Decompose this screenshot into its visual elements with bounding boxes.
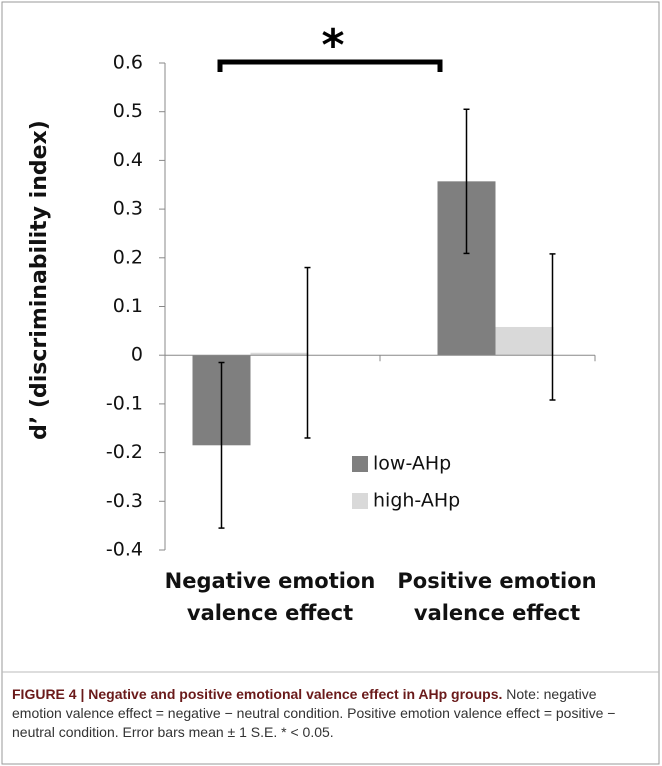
caption: FIGURE 4 | Negative and positive emotion… xyxy=(12,685,642,742)
error-bar xyxy=(304,266,311,439)
y-tick-label: 0.2 xyxy=(113,246,143,268)
error-bar xyxy=(218,361,225,529)
significance-star: * xyxy=(321,20,344,71)
y-tick-label: -0.1 xyxy=(106,392,143,414)
y-tick-label: -0.3 xyxy=(106,490,143,512)
y-tick-label: 0.6 xyxy=(113,52,143,74)
caption-title: FIGURE 4 | Negative and positive emotion… xyxy=(12,686,503,702)
error-bar xyxy=(463,108,470,255)
y-tick-label: 0 xyxy=(131,344,143,366)
legend-swatch xyxy=(352,456,368,472)
significance-bracket xyxy=(217,59,443,72)
legend-label: high-AHp xyxy=(373,490,460,512)
y-tick-label: 0.1 xyxy=(113,295,143,317)
error-bar xyxy=(549,253,556,401)
y-tick-label: 0.3 xyxy=(113,198,143,220)
y-tick-label: -0.2 xyxy=(106,441,143,463)
y-tick-label: 0.5 xyxy=(113,100,143,122)
legend-label: low-AHp xyxy=(373,453,451,475)
y-axis-label: d’ (discriminability index) xyxy=(27,120,52,440)
x-tick-label: Positive emotion valence effect xyxy=(397,569,597,625)
x-tick-label: Negative emotion valence effect xyxy=(164,569,376,625)
caption-text: Note: negative emotion valence effect = … xyxy=(12,686,616,740)
y-tick-label: 0.4 xyxy=(113,149,143,171)
legend-swatch xyxy=(352,493,368,509)
y-tick-label: -0.4 xyxy=(106,539,143,561)
bar xyxy=(495,326,554,356)
bar xyxy=(250,352,309,356)
